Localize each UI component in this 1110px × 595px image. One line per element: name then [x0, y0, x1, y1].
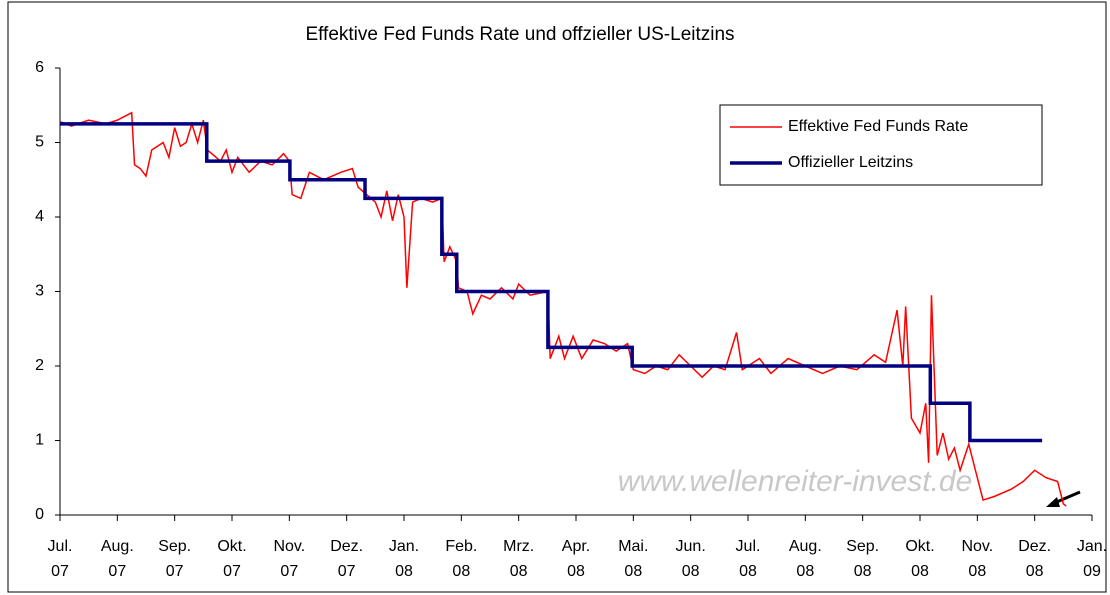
x-tick-label: Mrz. — [503, 538, 534, 555]
x-tick-label: 08 — [854, 563, 872, 580]
x-tick-label: 08 — [1026, 563, 1044, 580]
x-tick-label: Okt. — [217, 538, 246, 555]
y-tick-label: 3 — [35, 283, 44, 300]
x-tick-label: Nov. — [273, 538, 305, 555]
x-tick-label: Aug. — [101, 538, 134, 555]
x-tick-label: Sep. — [158, 538, 191, 555]
watermark: www.wellenreiter-invest.de — [618, 465, 973, 498]
x-tick-label: 07 — [280, 563, 298, 580]
x-tick-label: 08 — [682, 563, 700, 580]
chart-title: Effektive Fed Funds Rate und offzieller … — [305, 24, 734, 45]
x-tick-label: 08 — [567, 563, 585, 580]
x-tick-label: 08 — [452, 563, 470, 580]
x-tick-label: Apr. — [562, 538, 590, 555]
x-tick-label: 08 — [395, 563, 413, 580]
x-tick-label: 08 — [968, 563, 986, 580]
series-line — [59, 111, 1067, 507]
x-tick-label: 08 — [911, 563, 929, 580]
legend-label: Effektive Fed Funds Rate — [788, 118, 968, 135]
x-tick-label: Mai. — [618, 538, 648, 555]
x-tick-label: 07 — [166, 563, 184, 580]
x-tick-label: Jul. — [736, 538, 761, 555]
x-tick-label: Feb. — [445, 538, 477, 555]
x-tick-label: 09 — [1083, 563, 1101, 580]
x-tick-label: Sep. — [846, 538, 879, 555]
series-line — [60, 122, 1043, 443]
y-tick-label: 2 — [35, 357, 44, 374]
y-tick-label: 4 — [35, 208, 44, 225]
y-tick-label: 6 — [35, 59, 44, 76]
x-tick-label: Jan. — [1077, 538, 1107, 555]
x-tick-label: 08 — [510, 563, 528, 580]
legend-box — [719, 104, 1043, 186]
x-tick-label: Jan. — [389, 538, 419, 555]
x-tick-label: Jun. — [676, 538, 706, 555]
y-tick-label: 0 — [35, 506, 44, 523]
legend-label: Offizieller Leitzins — [788, 154, 913, 171]
x-tick-label: 07 — [223, 563, 241, 580]
x-tick-label: 07 — [51, 563, 69, 580]
x-tick-label: Dez. — [330, 538, 363, 555]
y-tick-label: 1 — [35, 432, 44, 449]
x-tick-label: Okt. — [905, 538, 934, 555]
x-tick-label: Aug. — [789, 538, 822, 555]
x-tick-label: Jul. — [48, 538, 73, 555]
x-tick-label: Dez. — [1018, 538, 1051, 555]
x-tick-label: Nov. — [961, 538, 993, 555]
x-tick-label: 08 — [796, 563, 814, 580]
x-tick-label: 08 — [624, 563, 642, 580]
x-tick-label: 07 — [108, 563, 126, 580]
x-tick-label: 08 — [739, 563, 757, 580]
y-tick-label: 5 — [35, 134, 44, 151]
arrow-head — [1046, 497, 1060, 507]
x-tick-label: 07 — [338, 563, 356, 580]
chart-border — [7, 1, 1107, 593]
